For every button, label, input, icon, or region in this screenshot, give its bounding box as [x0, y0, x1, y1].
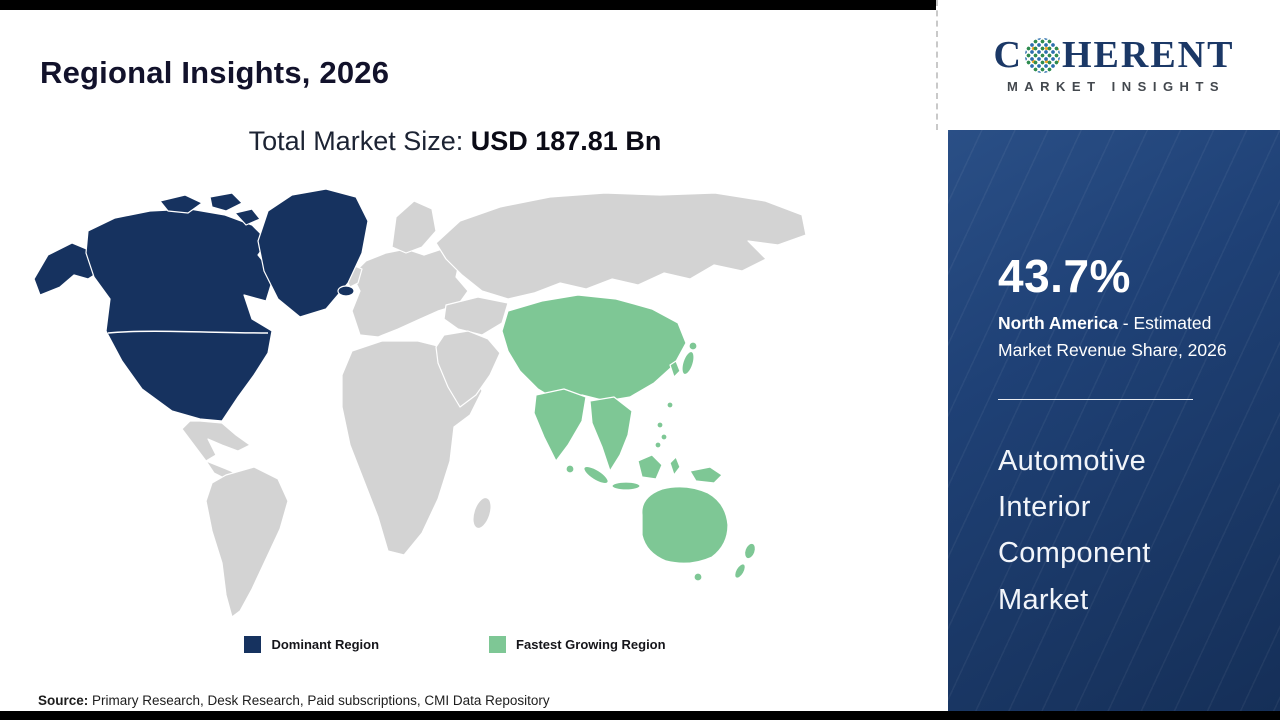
- logo-letter-c: C: [993, 34, 1023, 76]
- world-map-svg: [33, 188, 807, 618]
- share-region-name: North America: [998, 313, 1118, 334]
- share-desc-text: - Estimated Market Revenue Share, 2026: [998, 313, 1227, 361]
- dominant-region-label: Dominant Region: [271, 637, 380, 652]
- legend-item-fastest: Fastest Growing Region: [489, 636, 666, 653]
- page-title: Regional Insights, 2026: [40, 54, 390, 90]
- market-name: Automotive Interior Component Market: [998, 444, 1151, 616]
- legend-item-dominant: Dominant Region: [244, 636, 379, 653]
- dominant-region-swatch: [244, 636, 262, 653]
- source-text: Primary Research, Desk Research, Paid su…: [88, 693, 550, 708]
- total-market-size-value: USD 187.81 Bn: [470, 126, 662, 156]
- legend: Dominant Region Fastest Growing Region: [0, 636, 910, 653]
- side-panel-content: 43.7% North America - Estimated Market R…: [948, 130, 1280, 623]
- fastest-region-label: Fastest Growing Region: [516, 637, 666, 652]
- fastest-region-swatch: [489, 636, 507, 653]
- region-asia-pacific: [501, 294, 757, 582]
- bottom-accent-bar: [0, 711, 1280, 720]
- region-rest-of-world: [181, 192, 807, 618]
- logo-wordmark: C HERENT: [994, 36, 1235, 74]
- logo-dotted-o-icon: [1024, 37, 1060, 73]
- logo-tagline: MARKET INSIGHTS: [1006, 79, 1226, 94]
- total-market-size: Total Market Size: USD 187.81 Bn: [0, 126, 910, 157]
- side-panel: 43.7% North America - Estimated Market R…: [948, 130, 1280, 711]
- top-accent-bar: [0, 0, 936, 10]
- dashed-divider: [936, 0, 938, 130]
- world-map: [30, 183, 810, 623]
- company-logo: C HERENT MARKET INSIGHTS: [948, 0, 1280, 130]
- share-description: North America - Estimated Market Revenue…: [998, 310, 1250, 364]
- source-label: Source:: [38, 693, 89, 708]
- panel-divider: [998, 398, 1193, 400]
- share-value: 43.7%: [998, 250, 1131, 302]
- region-north-america: [33, 188, 369, 422]
- logo-letters-rest: HERENT: [1061, 34, 1235, 76]
- source-line: Source: Primary Research, Desk Research,…: [38, 693, 550, 708]
- total-market-size-label: Total Market Size:: [248, 126, 471, 156]
